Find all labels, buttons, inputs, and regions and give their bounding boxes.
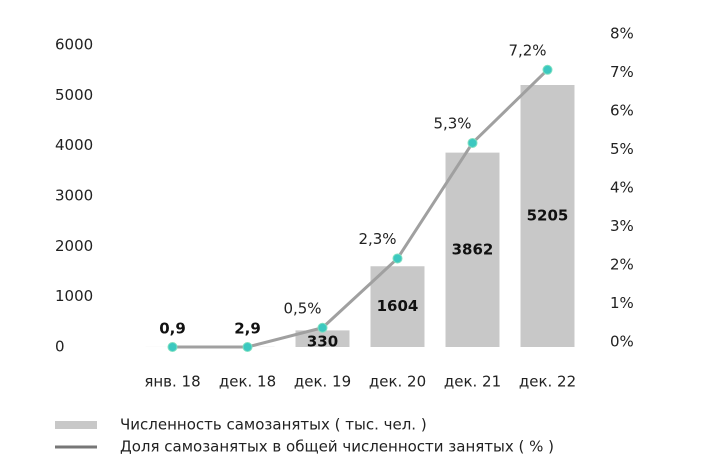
line-point [392, 253, 403, 264]
line-point [167, 342, 178, 352]
line [172, 68, 549, 349]
line-value-label: 2,3% [358, 230, 396, 248]
y2-tick-label: 6% [610, 102, 634, 120]
x-tick-label: дек. 18 [219, 373, 276, 391]
legend-label: Численность самозанятых ( тыс. чел. ) [120, 416, 427, 434]
y2-tick-label: 1% [610, 294, 634, 312]
y2-tick-label: 3% [610, 217, 634, 235]
bar [520, 85, 575, 347]
bar [445, 152, 500, 347]
line-value-label: 5,3% [433, 114, 471, 132]
y2-tick-label: 8% [610, 25, 634, 43]
y2-tick-label: 2% [610, 256, 634, 274]
line-point [542, 64, 553, 75]
x-tick-label: дек. 20 [369, 373, 426, 391]
x-tick-label: дек. 22 [519, 373, 576, 391]
bar [295, 330, 350, 347]
bar-value-label: 5205 [527, 207, 569, 225]
line-point [242, 342, 253, 352]
line-value-label: 0,5% [283, 299, 321, 317]
bar-value-label: 330 [307, 333, 338, 351]
line-value-label: 7,2% [508, 41, 546, 59]
bar-value-label: 2,9 [234, 320, 261, 338]
bar-value-label: 1604 [377, 297, 419, 315]
line-point [317, 322, 328, 333]
y-tick-label: 2000 [55, 237, 93, 255]
x-tick-label: дек. 21 [444, 373, 501, 391]
y2-tick-label: 4% [610, 179, 634, 197]
y-tick-label: 4000 [55, 136, 93, 154]
y2-tick-label: 0% [610, 333, 634, 351]
bar-value-label: 0,9 [159, 320, 186, 338]
line-point [467, 137, 478, 148]
y-tick-label: 5000 [55, 86, 93, 104]
y-tick-label: 6000 [55, 36, 93, 54]
x-tick-label: янв. 18 [144, 373, 200, 391]
legend-swatch [55, 421, 97, 429]
x-tick-label: дек. 19 [294, 373, 351, 391]
bar-value-label: 3862 [452, 240, 494, 258]
y-tick-label: 1000 [55, 287, 93, 305]
y-tick-label: 3000 [55, 187, 93, 205]
legend-label: Доля самозанятых в общей численности зан… [120, 438, 554, 456]
y2-tick-label: 5% [610, 140, 634, 158]
y-tick-label: 0 [55, 338, 65, 356]
bar [370, 266, 425, 347]
y2-tick-label: 7% [610, 63, 634, 81]
